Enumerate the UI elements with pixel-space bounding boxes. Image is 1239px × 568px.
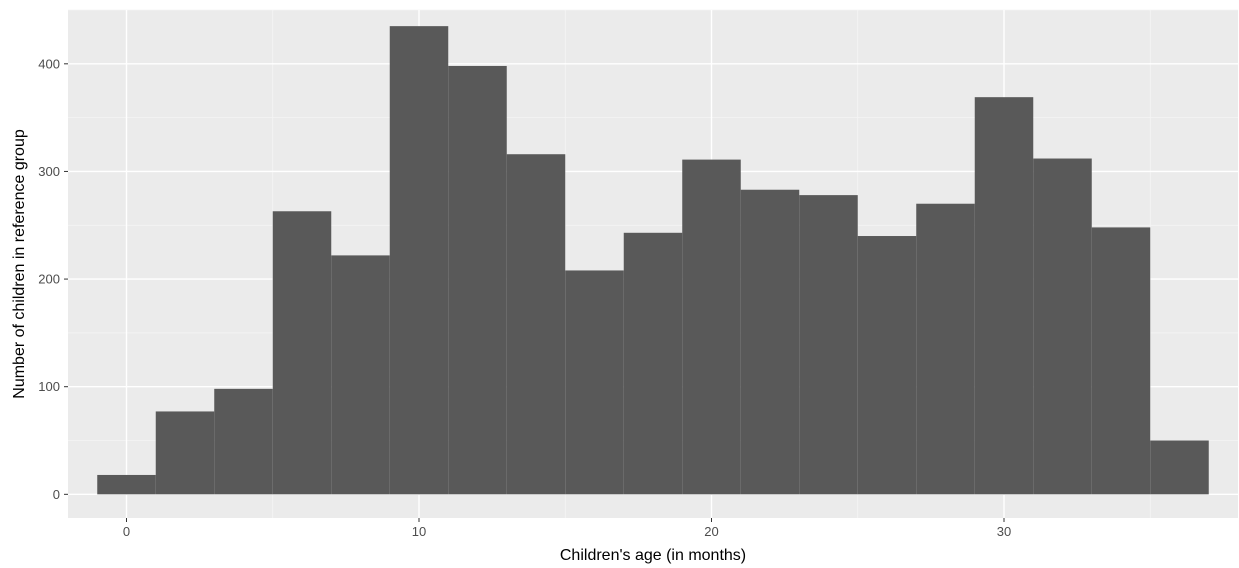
histogram-bar <box>506 154 566 495</box>
histogram-bar <box>331 255 390 495</box>
histogram-bar <box>448 65 507 495</box>
histogram-bar <box>682 159 741 495</box>
x-axis-title: Children's age (in months) <box>560 547 746 564</box>
histogram-bar <box>97 474 156 495</box>
y-tick-label: 100 <box>38 379 60 394</box>
y-axis-ticks: 0 100 200 300 400 <box>38 56 68 502</box>
histogram-bar <box>155 411 215 495</box>
histogram-bar <box>799 195 858 495</box>
histogram-bar <box>565 270 624 495</box>
x-tick-label: 10 <box>412 524 426 539</box>
histogram-bar <box>214 388 273 495</box>
y-tick-label: 200 <box>38 272 60 287</box>
histogram-bar <box>389 26 449 495</box>
x-tick-label: 20 <box>704 524 718 539</box>
histogram-bar <box>272 211 332 495</box>
histogram-bar <box>623 232 683 495</box>
histogram-bars <box>97 26 1209 495</box>
histogram-bar <box>1091 227 1151 495</box>
histogram-bar <box>1033 158 1092 495</box>
histogram-bar <box>857 236 917 495</box>
y-axis-title: Number of children in reference group <box>11 129 28 399</box>
histogram-bar <box>740 189 800 495</box>
y-tick-label: 400 <box>38 56 60 71</box>
x-tick-label: 30 <box>997 524 1011 539</box>
histogram-bar <box>974 97 1034 495</box>
histogram-bar <box>916 203 975 495</box>
x-tick-label: 0 <box>123 524 130 539</box>
y-tick-label: 0 <box>53 487 60 502</box>
y-tick-label: 300 <box>38 164 60 179</box>
histogram-bar <box>1150 440 1209 495</box>
x-axis-ticks: 0 10 20 30 <box>123 518 1011 539</box>
